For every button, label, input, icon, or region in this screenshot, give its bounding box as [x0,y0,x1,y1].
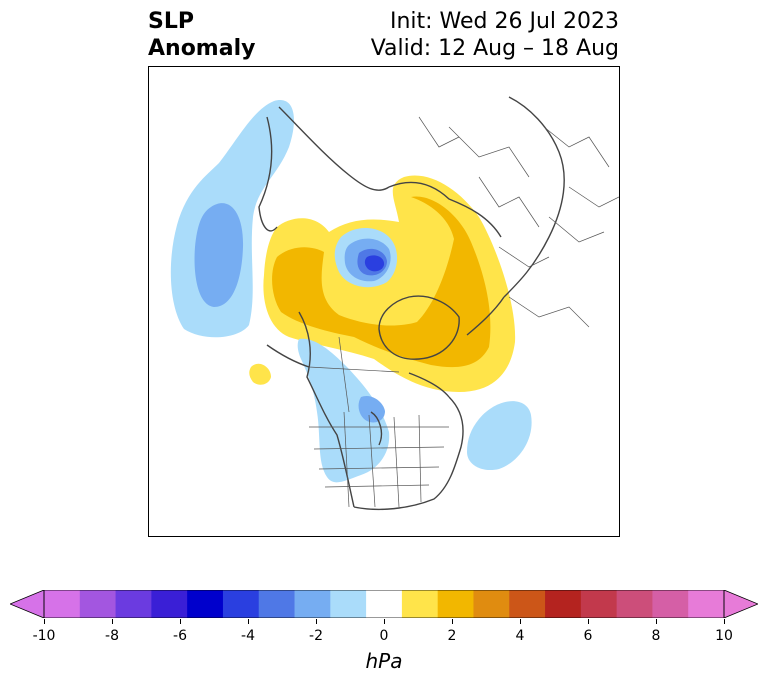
colorbar-cell [580,590,618,618]
colorbar-cell [545,590,582,618]
colorbar-units: hPa [365,649,403,673]
atlantic-low-weak [467,401,532,471]
colorbar-cell [151,590,188,618]
colorbar-cell [115,590,152,618]
colorbar-cell [222,590,260,618]
colorbar-cell [652,590,689,618]
colorbar-cell [688,590,725,618]
title-line-1: SLP [148,9,194,34]
colorbar-cell [187,590,224,618]
colorbar-tick-label: -4 [241,628,255,644]
arctic-high-mid [272,196,491,368]
forecast-dates: Init: Wed 26 Jul 2023 Valid: 12 Aug – 18… [371,8,619,62]
colorbar-tick-label: -2 [309,628,323,644]
colorbar-cell [258,590,296,618]
colorbar-outline [43,590,725,618]
colorbar-tick-label: -8 [105,628,119,644]
colorbar-tick-label: -6 [173,628,187,644]
init-date: Init: Wed 26 Jul 2023 [389,9,619,34]
anomaly-map [170,96,619,511]
colorbar-tick-label: 10 [715,628,733,644]
colorbar-tick-mark [384,619,385,624]
colorbar-cell [509,590,546,618]
map-panel [148,66,620,537]
map-title: SLP Anomaly [148,8,255,62]
colorbar-cell [44,590,81,618]
colorbar-cell [366,590,403,618]
na-low-mid [358,395,385,423]
political-borders [308,116,619,508]
colorbar-tick-label: 0 [379,628,389,644]
colorbar-tick-mark [316,619,317,624]
colorbar-cell [616,590,653,618]
colorbar-tick-mark [520,619,521,624]
colorbar-cell [79,590,117,618]
colorbar-cell [330,590,367,618]
arctic-low-core [364,255,385,272]
colorbar-tick-label: 2 [447,628,457,644]
colorbar-tick-label: 6 [583,628,593,644]
coastlines [258,96,565,511]
colorbar-tick-mark [724,619,725,624]
colorbar-max-extension [723,590,758,618]
title-line-2: Anomaly [148,36,256,61]
na-low-weak [297,338,390,483]
colorbar-tick-mark [112,619,113,624]
colorbar-cell [294,590,331,618]
colorbar-tick-label: 8 [651,628,661,644]
pacific-low-mid [194,203,244,307]
colorbar-tick-mark [248,619,249,624]
colorbar-tick-mark [452,619,453,624]
colorbar-cell [437,590,474,618]
colorbar-tick-label: -10 [32,628,56,644]
colorbar [10,590,758,618]
colorbar-tick-mark [656,619,657,624]
colorbar-min-extension [10,590,45,618]
colorbar-tick-mark [44,619,45,624]
colorbar-tick-mark [588,619,589,624]
valid-range: Valid: 12 Aug – 18 Aug [370,36,619,61]
yukon-high-blob [249,363,271,385]
colorbar-cell [473,590,510,618]
colorbar-tick-label: 4 [515,628,525,644]
colorbar-cells [44,590,725,618]
colorbar-tick-mark [180,619,181,624]
colorbar-cell [401,590,439,618]
